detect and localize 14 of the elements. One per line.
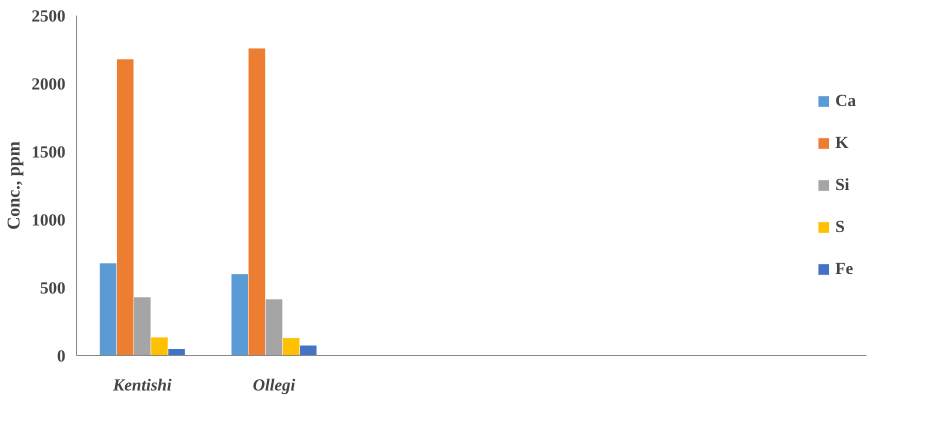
legend-label: Si: [835, 175, 850, 195]
y-tick-label: 1500: [32, 142, 66, 162]
legend-label: Ca: [835, 91, 856, 111]
y-tick-label: 2500: [32, 6, 66, 26]
y-axis-title: Conc., ppm: [4, 141, 24, 230]
legend-label: Fe: [835, 259, 854, 279]
legend-label: S: [835, 217, 846, 237]
y-tick-label: 1000: [32, 210, 66, 230]
x-tick-label: Kentishi: [112, 376, 172, 394]
y-tick-label: 0: [57, 346, 66, 366]
y-tick-label: 500: [40, 278, 66, 298]
y-tick-label: 2000: [32, 74, 66, 94]
legend-label: K: [835, 133, 850, 153]
x-tick-label: Ollegi: [252, 376, 296, 394]
